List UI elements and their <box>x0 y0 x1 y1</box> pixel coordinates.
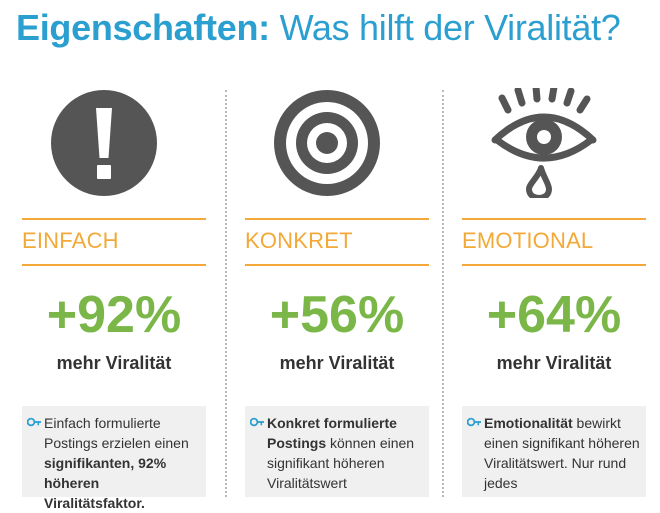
description-box: Konkret formulierte Postings können eine… <box>245 406 429 497</box>
percent-value: +56% <box>269 286 405 344</box>
section-rule-bottom <box>245 264 429 266</box>
title-bold: Eigenschaften: <box>16 7 270 48</box>
column-name: EMOTIONAL <box>462 228 594 253</box>
section-rule-bottom <box>462 264 646 266</box>
description-text: bewirkt einen signifikant höheren Virali… <box>484 415 640 491</box>
description-bold: Konkret formulierte Postings <box>267 415 397 451</box>
key-icon <box>467 417 481 427</box>
percent-value: +64% <box>486 286 622 344</box>
column-konkret: KONKRET +56% mehr Viralität Konkret form… <box>245 0 435 497</box>
percent-caption: mehr Viralität <box>496 353 612 373</box>
description-box: Einfach formulierte Postings erzielen ei… <box>22 406 206 511</box>
section-rule-bottom <box>22 264 206 266</box>
column-divider <box>442 90 444 497</box>
section-rule-top <box>22 218 206 220</box>
column-emotional: EMOTIONAL +64% mehr Viralität Emotionali… <box>462 0 652 497</box>
column-divider <box>225 90 227 497</box>
description-text: Einfach formulierte Postings erzielen ei… <box>44 415 189 451</box>
page-title: Eigenschaften: Was hilft der Viralität? <box>16 6 621 50</box>
target-icon <box>272 88 382 198</box>
column-name: KONKRET <box>245 228 353 253</box>
crying-eye-icon <box>489 88 599 198</box>
description-text: können einen signifikant höheren Viralit… <box>267 435 415 491</box>
description-bold: signifikanten, 92% <box>44 455 167 471</box>
section-rule-top <box>462 218 646 220</box>
description-bold: höheren Viralitätsfaktor. <box>44 475 145 511</box>
title-light: Was hilft der Viralität? <box>279 7 621 48</box>
key-icon <box>250 417 264 427</box>
description-bold: Emotionalität <box>484 415 573 431</box>
percent-caption: mehr Viralität <box>279 353 395 373</box>
key-icon <box>27 417 41 427</box>
description-box: Emotionalität bewirkt einen signifikant … <box>462 406 646 497</box>
column-einfach: EINFACH +92% mehr Viralität Einfach form… <box>22 0 212 511</box>
exclamation-icon <box>49 88 159 198</box>
percent-value: +92% <box>46 286 182 344</box>
percent-caption: mehr Viralität <box>56 353 172 373</box>
section-rule-top <box>245 218 429 220</box>
column-name: EINFACH <box>22 228 119 253</box>
